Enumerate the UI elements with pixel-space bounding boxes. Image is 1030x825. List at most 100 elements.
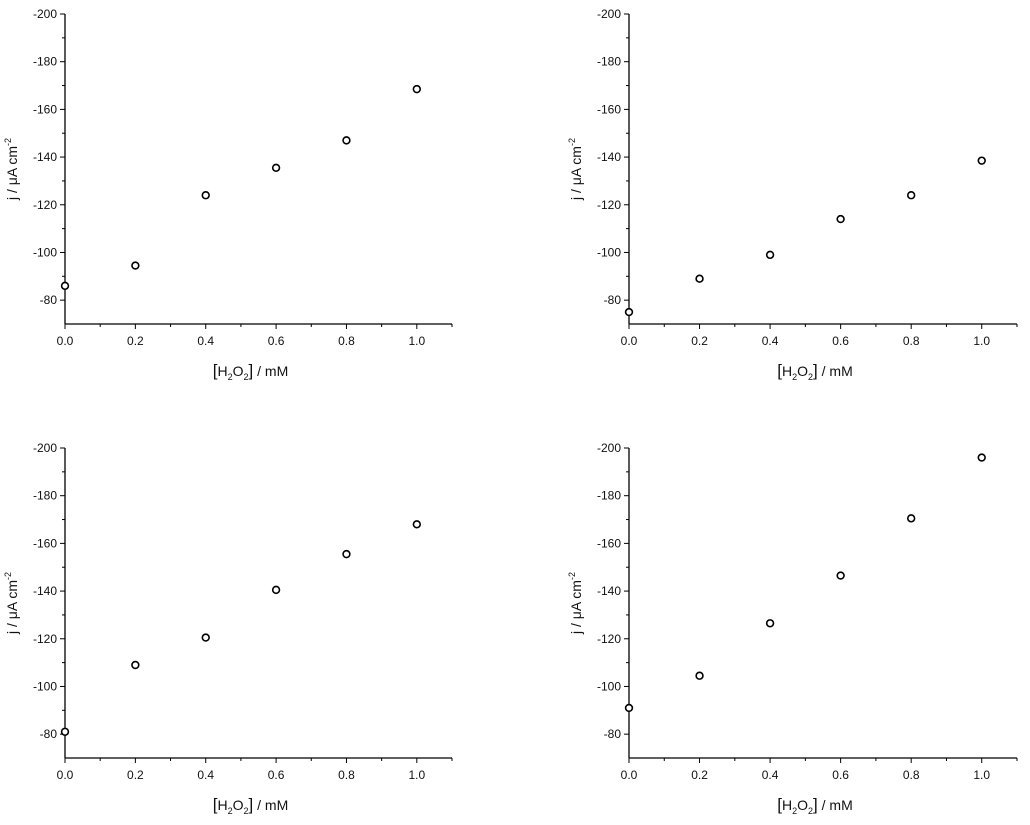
data-point — [624, 703, 634, 713]
chart-panel-4: -80 -100 -120 -140 -160 -180 -200 0.0 0.2 0.4 0.6 0… — [567, 441, 1018, 816]
data-point — [624, 307, 634, 317]
y-tick-label: -200 — [597, 7, 621, 21]
x-axis-title: [H2O2] / mM — [777, 361, 853, 382]
y-axis-title-text: j / μA cm — [4, 146, 20, 201]
x-tick-label: 0.0 — [57, 768, 74, 782]
x-tick-label: 0.8 — [903, 334, 920, 348]
data-point — [695, 274, 704, 283]
chart-panel-3: -80 -100 -120 -140 -160 -180 -200 0.0 0.2 0.4 0.6 0… — [3, 441, 453, 816]
y-axis-title-text: j / μA cm — [4, 580, 20, 635]
y-tick-label: -160 — [597, 536, 621, 550]
x-axis-title-part: 2 — [808, 372, 813, 382]
x-axis-title-part: [ — [213, 361, 218, 380]
y-axis-title: j / μA cm-2 — [567, 138, 584, 201]
x-axis-title-part: 2 — [792, 806, 797, 816]
y-tick-label: -80 — [604, 727, 622, 741]
data-point — [836, 571, 845, 580]
y-tick-label: -140 — [33, 150, 57, 164]
y-tick-label: -200 — [33, 7, 57, 21]
x-tick-label: 1.0 — [973, 334, 990, 348]
data-point — [836, 214, 845, 224]
y-axis-title-exponent: -2 — [3, 138, 13, 146]
y-tick-label: -160 — [33, 102, 57, 116]
y-axis-title: j / μA cm-2 — [567, 572, 584, 635]
x-axis-title-part: [ — [777, 795, 782, 814]
data-point — [201, 633, 210, 642]
x-axis-title-part: 2 — [228, 806, 233, 816]
y-axis-title: j / μA cm-2 — [3, 138, 20, 201]
x-tick-label: 0.4 — [197, 334, 214, 348]
y-tick-label: -100 — [597, 679, 621, 693]
y-tick-label: -120 — [33, 632, 57, 646]
x-tick-label: 1.0 — [973, 768, 990, 782]
x-tick-label: 0.6 — [268, 334, 285, 348]
y-tick-label: -180 — [597, 55, 621, 69]
data-point — [271, 163, 281, 173]
x-axis-title-part: / mM — [818, 797, 853, 813]
data-point — [201, 191, 210, 200]
y-axis-title-text: j / μA cm — [568, 146, 584, 201]
x-axis-title-part: / mM — [818, 363, 853, 379]
x-axis-title-part: H — [782, 363, 792, 379]
chart-panel-2: -80 -100 -120 -140 -160 -180 -200 0.0 0.2 0.4 0.6 0… — [567, 7, 1018, 382]
x-axis-title-part: H — [217, 363, 227, 379]
data-point — [977, 156, 986, 165]
data-point — [695, 671, 704, 680]
x-tick-label: 0.6 — [832, 334, 849, 348]
y-tick-label: -120 — [597, 198, 621, 212]
y-tick-label: -80 — [40, 293, 58, 307]
x-axis-title-part: 2 — [808, 806, 813, 816]
data-point — [412, 84, 422, 94]
x-axis-title-part: [ — [777, 361, 782, 380]
y-tick-label: -160 — [33, 536, 57, 550]
x-axis-title-part: ] — [813, 795, 818, 814]
data-point — [342, 549, 351, 559]
x-axis-title-part: [ — [213, 795, 218, 814]
x-axis-title-part: 2 — [244, 806, 249, 816]
y-tick-label: -120 — [33, 198, 57, 212]
x-axis-title-part: O — [797, 797, 808, 813]
x-tick-label: 0.0 — [621, 334, 638, 348]
data-point — [131, 261, 140, 270]
x-tick-label: 0.4 — [762, 334, 779, 348]
y-tick-label: -140 — [597, 150, 621, 164]
y-tick-label: -200 — [33, 441, 57, 455]
data-point — [906, 514, 916, 523]
x-axis-title-part: H — [217, 797, 227, 813]
chart-panel-1: -80 -100 -120 -140 -160 -180 -200 0.0 0.2 0.4 0.6 0… — [3, 7, 453, 382]
y-axis-title: j / μA cm-2 — [3, 572, 20, 635]
data-point — [765, 250, 775, 260]
data-point — [906, 191, 916, 200]
x-tick-label: 1.0 — [408, 334, 425, 348]
x-tick-label: 0.2 — [691, 768, 708, 782]
x-tick-label: 0.8 — [903, 768, 920, 782]
data-point — [977, 453, 986, 462]
y-axis-title-exponent: -2 — [567, 138, 577, 146]
data-point — [412, 520, 422, 529]
data-point — [131, 660, 140, 670]
data-point — [765, 619, 775, 628]
y-tick-label: -180 — [33, 489, 57, 503]
x-tick-label: 0.6 — [832, 768, 849, 782]
x-axis-title: [H2O2] / mM — [213, 795, 289, 816]
x-tick-label: 1.0 — [408, 768, 425, 782]
x-tick-label: 0.2 — [127, 334, 144, 348]
x-axis-title: [H2O2] / mM — [777, 795, 853, 816]
x-tick-label: 0.8 — [338, 768, 355, 782]
y-tick-label: -140 — [33, 584, 57, 598]
x-axis-title-part: O — [233, 363, 244, 379]
data-point — [60, 727, 70, 736]
x-tick-label: 0.2 — [691, 334, 708, 348]
x-axis-title-part: ] — [249, 361, 254, 380]
y-axis-title-exponent: -2 — [567, 572, 577, 580]
x-axis-title-part: 2 — [792, 372, 797, 382]
x-tick-label: 0.4 — [197, 768, 214, 782]
x-axis-title-part: O — [797, 363, 808, 379]
x-axis-title-part: ] — [813, 361, 818, 380]
x-tick-label: 0.8 — [338, 334, 355, 348]
data-point — [342, 136, 351, 145]
x-axis-title-part: O — [233, 797, 244, 813]
x-axis-title-part: 2 — [244, 372, 249, 382]
y-tick-label: -100 — [597, 245, 621, 259]
y-tick-label: -140 — [597, 584, 621, 598]
